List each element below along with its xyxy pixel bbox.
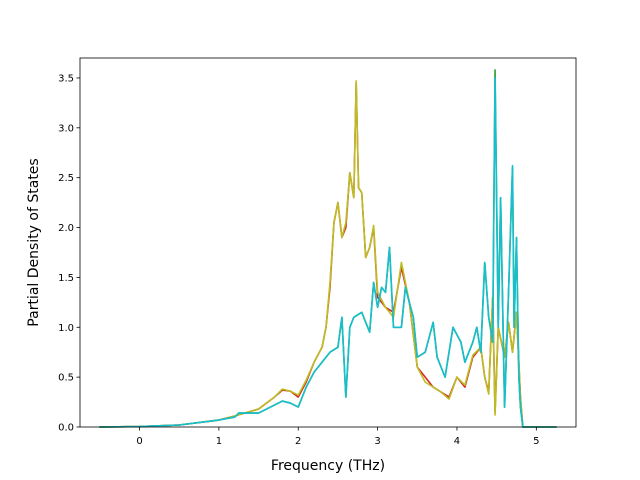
y-axis-label: Partial Density of States [26, 158, 42, 326]
y-tick-label: 3.0 [58, 123, 74, 134]
y-tick-label: 0.5 [58, 373, 74, 384]
x-tick-label: 2 [295, 436, 301, 447]
x-tick-label: 0 [136, 436, 142, 447]
ticks-layer: 0 1 2 3 4 5 0.0 0.5 1.0 1.5 2.0 2.5 3.0 3.5 [58, 73, 539, 447]
x-tick-label: 3 [374, 436, 380, 447]
y-tick-label: 2.0 [58, 223, 74, 234]
series-layer [99, 69, 557, 428]
y-tick-label: 2.5 [58, 173, 74, 184]
y-tick-label: 3.5 [58, 73, 74, 84]
y-tick-label: 0.0 [58, 423, 74, 434]
x-axis-label: Frequency (THz) [271, 458, 385, 474]
x-tick-label: 5 [533, 436, 539, 447]
series-line-4 [99, 77, 557, 428]
y-tick-label: 1.5 [58, 273, 74, 284]
plot-frame [79, 57, 577, 428]
x-tick-label: 1 [216, 436, 222, 447]
x-tick-label: 4 [454, 436, 460, 447]
y-tick-label: 1.0 [58, 323, 74, 334]
